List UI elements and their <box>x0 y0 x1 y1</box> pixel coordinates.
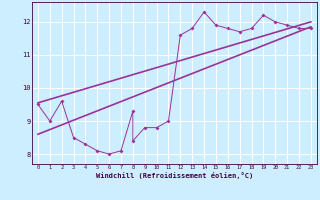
X-axis label: Windchill (Refroidissement éolien,°C): Windchill (Refroidissement éolien,°C) <box>96 172 253 179</box>
